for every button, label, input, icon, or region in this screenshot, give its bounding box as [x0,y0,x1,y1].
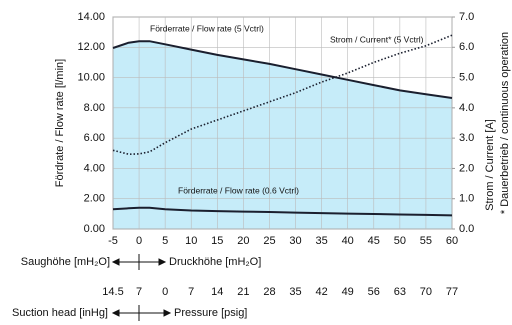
y-tick-label: 2.00 [84,193,105,205]
pressure-label: Druckhöhe [mH₂O] [169,256,261,268]
x-tick-label: 25 [263,235,275,247]
x2-tick-label: 14.5 [102,286,123,298]
area [113,41,452,230]
x-tick-label: 50 [394,235,406,247]
y-tick-label: 0.00 [84,223,105,235]
y2-axis-title: Strom / Current [A] [484,119,496,211]
y-tick-label: 14.00 [77,11,105,23]
y2-tick-label: 7.0 [459,11,474,23]
y2-note: * Dauerbetrieb / continuous operation [499,32,511,214]
line [112,40,453,99]
series-label: Strom / Current* (5 Vctrl) [330,34,424,44]
x2-tick-label: 42 [315,286,327,298]
x2-tick-label: 21 [237,286,249,298]
x-tick-label: 10 [185,235,197,247]
y2-tick-label: 6.0 [459,41,474,53]
y2-tick-label: 5.0 [459,71,474,83]
y-axis-title: Fördrate / Flow rate [l/min] [54,59,66,187]
pressure-label: Pressure [psig] [174,307,247,319]
x-tick-label: 45 [368,235,380,247]
x-tick-label: 40 [342,235,354,247]
x-tick-label: 20 [237,235,249,247]
suction-label: Saughöhe [mH₂O] [21,256,110,268]
x2-tick-label: 77 [446,286,458,298]
x-tick-label: 60 [446,235,458,247]
y2-tick-label: 1.0 [459,193,474,205]
line [112,34,453,156]
y2-tick-label: 4.0 [459,102,474,114]
x2-tick-label: 14 [211,286,223,298]
plot-lines: -514.50750107151420212528303535424049455… [77,11,474,298]
series-label: Förderrate / Flow rate (5 Vctrl) [150,23,264,33]
x-tick-label: -5 [108,235,118,247]
y2-tick-label: 2.0 [459,162,474,174]
x-tick-label: 30 [289,235,301,247]
x2-tick-label: 56 [368,286,380,298]
y-tick-label: 4.00 [84,162,105,174]
x2-tick-label: 28 [263,286,275,298]
x-tick-label: 15 [211,235,223,247]
x2-tick-label: 63 [394,286,406,298]
y-tick-label: 6.00 [84,132,105,144]
y-tick-label: 12.00 [77,41,105,53]
plot [113,41,452,230]
x2-tick-label: 7 [188,286,194,298]
line [112,206,453,217]
x-tick-label: 0 [136,235,142,247]
x2-tick-label: 49 [342,286,354,298]
x2-tick-label: 7 [136,286,142,298]
x2-tick-label: 0 [162,286,168,298]
y-tick-label: 8.00 [84,102,105,114]
y2-tick-label: 3.0 [459,132,474,144]
y2-tick-label: 0.0 [459,223,474,235]
x2-tick-label: 35 [289,286,301,298]
suction-label: Suction head [inHg] [12,307,108,319]
arrows [111,254,172,321]
y-tick-label: 10.00 [77,71,105,83]
x-tick-label: 55 [420,235,432,247]
x-tick-label: 5 [162,235,168,247]
x2-tick-label: 70 [420,286,432,298]
x-tick-label: 35 [315,235,327,247]
series-label: Förderrate / Flow rate (0.6 Vctrl) [178,185,299,195]
